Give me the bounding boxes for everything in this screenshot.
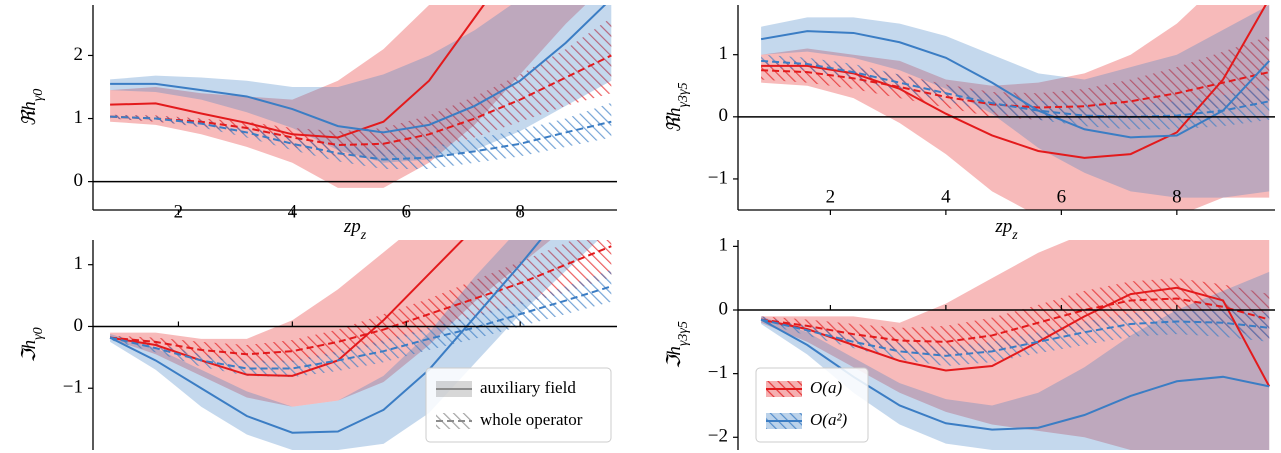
panel: −1 0 1 2 4 6 8 zpz ℜhγ3γ5 [664, 5, 1275, 243]
series-line [110, 5, 607, 134]
x-tick-label: 4 [941, 186, 951, 207]
legend-box [425, 367, 612, 443]
series-line [760, 318, 1270, 357]
y-tick-label: 0 [74, 170, 84, 191]
y-axis-label: ℑhγ3γ5 [664, 321, 690, 369]
legend-label: O(a²) [810, 410, 848, 429]
y-axis-label: ℑhγ0 [19, 327, 45, 362]
y-tick-label: 0 [719, 105, 729, 126]
y-tick-label: 2 [74, 44, 84, 65]
y-axis-label: ℜhγ3γ5 [664, 82, 690, 132]
y-tick-label: 1 [719, 43, 729, 64]
series-line [109, 245, 612, 356]
legend: auxiliary field whole operator [425, 367, 612, 443]
panel: 0 1 2 2 4 6 8 zpz ℜhγ0 [19, 5, 617, 243]
y-tick-label: −1 [708, 362, 728, 383]
error-band [110, 5, 586, 188]
plot-area [110, 5, 612, 188]
y-tick-label: 0 [74, 315, 84, 336]
error-band [110, 240, 599, 450]
x-tick-label: 6 [402, 201, 412, 222]
error-band [110, 102, 612, 169]
y-tick-label: 1 [74, 253, 84, 274]
y-axis-label: ℜhγ0 [19, 89, 45, 127]
y-tick-label: 0 [719, 298, 729, 319]
error-band [110, 240, 612, 364]
legend-label: whole operator [480, 410, 583, 429]
series-line [109, 240, 542, 434]
plot-area [760, 240, 1271, 450]
series-line [760, 286, 1271, 387]
series-line [760, 297, 1270, 343]
series-line [109, 240, 464, 377]
x-tick-label: 2 [174, 201, 184, 222]
panel: −2 −1 0 1 ℑhγ3γ5 O(a) O(a²) [664, 235, 1275, 450]
legend-label: auxiliary field [480, 378, 576, 397]
plot-area [109, 240, 612, 450]
y-tick-label: −1 [63, 377, 83, 398]
x-axis-label: zpz [343, 216, 367, 242]
x-tick-label: 6 [1057, 186, 1067, 207]
series-line [109, 285, 612, 370]
x-tick-label: 8 [1172, 186, 1182, 207]
series-line [761, 59, 1270, 118]
legend: O(a) O(a²) [755, 367, 869, 443]
plot-area [760, 5, 1270, 210]
y-tick-label: −2 [708, 426, 728, 447]
error-band [761, 271, 1270, 450]
x-tick-label: 4 [288, 201, 298, 222]
series-line [761, 5, 1267, 159]
series-line [110, 54, 612, 147]
series-line [760, 30, 1270, 139]
error-band [761, 278, 1270, 356]
legend-label: O(a) [810, 378, 842, 397]
x-axis-label: zpz [994, 216, 1018, 242]
panel: −1 0 1 ℑhγ0 auxiliary field whole operator [19, 240, 617, 450]
y-tick-label: 1 [74, 107, 84, 128]
error-band [110, 17, 612, 157]
y-tick-label: −1 [708, 167, 728, 188]
error-band [761, 36, 1270, 120]
x-tick-label: 8 [515, 201, 525, 222]
error-band [761, 54, 1270, 130]
error-band [110, 5, 612, 163]
y-tick-label: 1 [719, 235, 729, 256]
series-line [110, 115, 612, 161]
x-tick-label: 2 [826, 186, 836, 207]
